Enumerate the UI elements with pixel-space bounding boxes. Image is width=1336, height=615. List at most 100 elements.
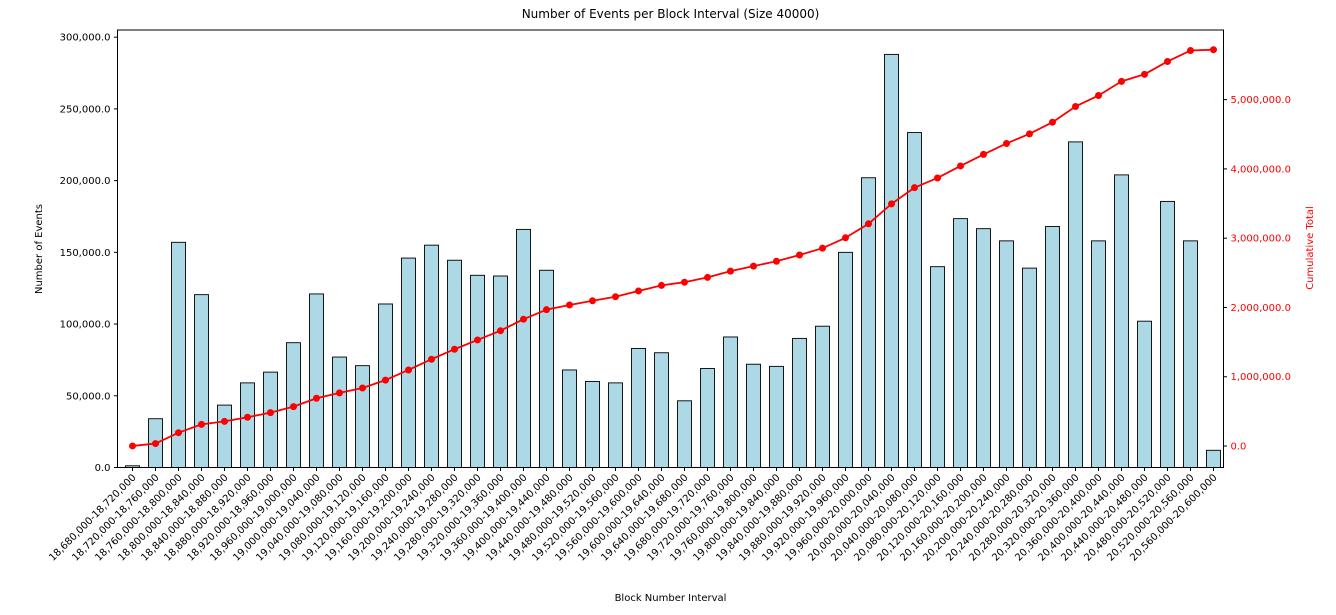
bar — [815, 325, 830, 468]
bar — [1091, 240, 1106, 468]
cumulative-marker — [888, 200, 895, 208]
bar — [401, 257, 416, 468]
bar — [769, 365, 784, 468]
bar — [1114, 174, 1129, 468]
y-right-tick-label: 5,000,000.0 — [1231, 95, 1291, 106]
cumulative-marker — [1026, 130, 1033, 138]
cumulative-marker — [1210, 46, 1217, 54]
cumulative-marker — [681, 278, 688, 286]
bar — [1022, 267, 1037, 468]
cumulative-marker — [1118, 77, 1125, 85]
cumulative-marker — [313, 394, 320, 402]
bar — [953, 218, 968, 468]
cumulative-marker — [957, 162, 964, 170]
bar — [378, 303, 393, 468]
cumulative-marker — [1141, 70, 1148, 78]
y-left-tick-label: 250,000.0 — [60, 104, 111, 115]
y-right-tick-label: 1,000,000.0 — [1231, 372, 1291, 383]
cumulative-marker — [520, 315, 527, 323]
bar — [1160, 200, 1175, 468]
bar — [700, 368, 715, 468]
y-left-tick-label: 50,000.0 — [66, 391, 111, 402]
bar — [332, 356, 347, 468]
cumulative-marker — [221, 417, 228, 425]
cumulative-marker — [175, 429, 182, 437]
bar — [884, 53, 899, 468]
chart-title: Number of Events per Block Interval (Siz… — [522, 7, 820, 21]
cumulative-marker — [405, 366, 412, 374]
cumulative-marker — [773, 257, 780, 265]
cumulative-marker — [359, 384, 366, 392]
cumulative-marker — [1049, 118, 1056, 126]
cumulative-marker — [796, 251, 803, 259]
cumulative-marker — [612, 293, 619, 301]
bar — [194, 294, 209, 468]
bar — [677, 400, 692, 468]
cumulative-line — [132, 48, 1214, 447]
y-right-tick-label: 4,000,000.0 — [1231, 164, 1291, 175]
cumulative-marker — [1003, 139, 1010, 147]
y-left-tick-label: 100,000.0 — [60, 320, 111, 331]
bar — [217, 404, 232, 468]
cumulative-marker — [451, 345, 458, 353]
bar — [838, 251, 853, 468]
bar — [907, 132, 922, 468]
y-left-axis-label: Number of Events — [34, 204, 45, 294]
bar — [976, 228, 991, 468]
cumulative-marker — [244, 413, 251, 421]
cumulative-marker — [727, 267, 734, 275]
y-right-tick-label: 3,000,000.0 — [1231, 234, 1291, 245]
cumulative-marker — [980, 150, 987, 158]
bar — [654, 352, 669, 468]
x-axis-label: Block Number Interval — [615, 593, 727, 604]
y-left-tick-label: 150,000.0 — [60, 248, 111, 259]
cumulative-marker — [543, 306, 550, 314]
y-right-axis-label: Cumulative Total — [1305, 206, 1316, 290]
bar — [470, 274, 485, 468]
bar — [631, 347, 646, 468]
bar — [999, 240, 1014, 468]
cumulative-marker — [842, 234, 849, 242]
cumulative-marker — [1095, 92, 1102, 100]
cumulative-marker — [589, 297, 596, 305]
bar — [608, 382, 623, 468]
cumulative-marker — [658, 281, 665, 289]
cumulative-marker — [566, 301, 573, 309]
bar — [1045, 226, 1060, 468]
bar — [585, 380, 600, 468]
cumulative-marker — [865, 220, 872, 228]
cumulative-marker — [290, 403, 297, 411]
cumulative-marker — [497, 327, 504, 335]
bar — [930, 266, 945, 468]
y-left-tick-label: 200,000.0 — [60, 176, 111, 187]
bar — [1183, 240, 1198, 468]
cumulative-marker — [911, 184, 918, 192]
bar — [493, 275, 508, 468]
bar — [562, 369, 577, 468]
cumulative-marker — [1072, 102, 1079, 110]
bar — [355, 365, 370, 468]
y-left-tick-label: 0.0 — [95, 463, 111, 474]
cumulative-marker — [474, 336, 481, 344]
cumulative-marker — [750, 262, 757, 270]
bar — [309, 293, 324, 468]
cumulative-marker — [934, 174, 941, 182]
bar — [263, 371, 278, 468]
bar — [792, 337, 807, 468]
cumulative-marker — [635, 287, 642, 295]
y-right-tick-label: 0.0 — [1231, 442, 1247, 453]
cumulative-marker — [428, 355, 435, 363]
cumulative-marker — [1187, 47, 1194, 55]
cumulative-marker — [336, 389, 343, 397]
bar — [539, 269, 554, 468]
y-right-tick-label: 2,000,000.0 — [1231, 303, 1291, 314]
bar — [240, 382, 255, 468]
cumulative-marker — [198, 420, 205, 428]
cumulative-marker — [704, 273, 711, 281]
bar — [1206, 449, 1221, 468]
cumulative-marker — [1164, 57, 1171, 65]
cumulative-marker — [152, 440, 159, 448]
bar — [516, 228, 531, 468]
